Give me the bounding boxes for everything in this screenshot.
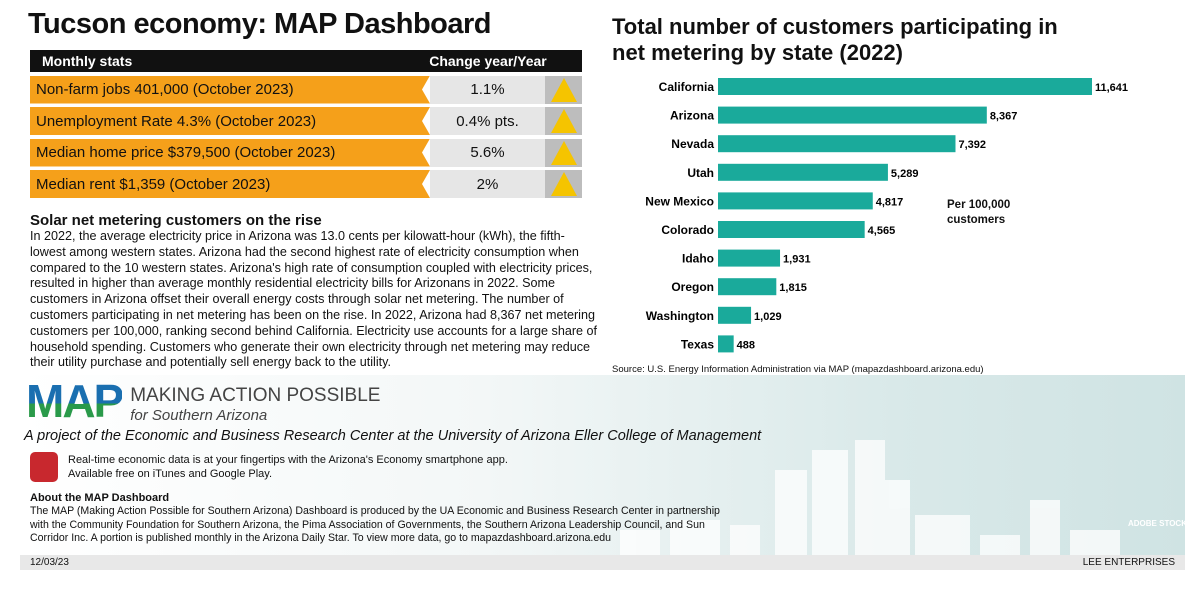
footer-date: 12/03/23 <box>30 557 69 568</box>
category-label: California <box>659 80 715 94</box>
map-logo: MAP MAKING ACTION POSSIBLE for Southern … <box>26 378 380 424</box>
category-label: New Mexico <box>645 194 714 208</box>
bar-idaho <box>718 249 781 267</box>
data-label: 1,029 <box>754 311 782 323</box>
monthly-stats-table: Monthly stats Change year/Year Non-farm … <box>30 50 582 198</box>
about-section: About the MAP Dashboard The MAP (Making … <box>30 492 730 545</box>
data-label: 5,289 <box>891 168 919 180</box>
logo-line2: for Southern Arizona <box>130 407 268 424</box>
about-heading: About the MAP Dashboard <box>30 492 170 504</box>
stat-label: Median rent $1,359 (October 2023) <box>30 170 430 198</box>
page-title: Tucson economy: MAP Dashboard <box>28 8 492 40</box>
app-icon <box>30 452 58 482</box>
app-line1: Real-time economic data is at your finge… <box>68 454 508 466</box>
about-body: The MAP (Making Action Possible for Sout… <box>30 505 720 544</box>
up-arrow-icon <box>545 107 582 135</box>
up-arrow-icon <box>545 170 582 198</box>
city-skyline-image <box>620 440 1120 555</box>
stat-label: Median home price $379,500 (October 2023… <box>30 138 430 167</box>
data-label: 1,815 <box>779 282 807 294</box>
stat-row: Unemployment Rate 4.3% (October 2023) 0.… <box>30 107 582 135</box>
data-label: 4,565 <box>868 225 896 237</box>
up-arrow-icon <box>545 138 582 167</box>
category-label: Texas <box>681 337 714 351</box>
app-promo: Real-time economic data is at your finge… <box>30 452 508 482</box>
table-header: Monthly stats Change year/Year <box>30 50 582 72</box>
bar-chart: California 11,641 Arizona 8,367 Nevada 7,392 U… <box>645 78 1128 353</box>
project-credit: A project of the Economic and Business R… <box>24 428 762 444</box>
category-label: Nevada <box>671 137 714 151</box>
bar-nevada <box>718 135 956 153</box>
bar-texas <box>718 335 734 353</box>
category-label: Oregon <box>671 280 714 294</box>
stat-row: Median rent $1,359 (October 2023) 2% <box>30 170 582 198</box>
app-line2: Available free on iTunes and Google Play… <box>68 468 273 480</box>
article-heading: Solar net metering customers on the rise <box>30 212 322 229</box>
stat-label: Non-farm jobs 401,000 (October 2023) <box>30 75 430 104</box>
bar-new-mexico <box>718 192 873 210</box>
category-label: Idaho <box>682 252 714 266</box>
bar-california <box>718 78 1092 95</box>
stat-label: Unemployment Rate 4.3% (October 2023) <box>30 107 430 135</box>
category-label: Utah <box>687 166 714 180</box>
logo-line1: MAKING ACTION POSSIBLE <box>130 385 381 406</box>
stat-change: 5.6% <box>430 138 545 167</box>
bar-washington <box>718 306 752 324</box>
bar-oregon <box>718 278 777 296</box>
footer-credit: LEE ENTERPRISES <box>1082 557 1175 568</box>
stat-change: 1.1% <box>430 75 545 104</box>
up-arrow-icon <box>545 75 582 104</box>
article: Solar net metering customers on the rise… <box>30 212 600 371</box>
bar-utah <box>718 163 888 181</box>
stat-change: 2% <box>430 170 545 198</box>
logo-mark: MAP <box>26 375 124 427</box>
article-body: In 2022, the average electricity price i… <box>30 229 598 370</box>
bar-arizona <box>718 106 987 124</box>
chart-title: Total number of customers participating … <box>612 14 1058 65</box>
stat-row: Non-farm jobs 401,000 (October 2023) 1.1… <box>30 75 582 104</box>
category-label: Colorado <box>661 223 714 237</box>
category-label: Washington <box>646 309 714 323</box>
data-label: 11,641 <box>1095 82 1128 94</box>
data-label: 8,367 <box>990 111 1018 123</box>
data-label: 4,817 <box>876 196 904 208</box>
footer-bar: 12/03/23 LEE ENTERPRISES <box>20 555 1185 570</box>
data-label: 7,392 <box>958 139 986 151</box>
photo-credit: ADOBE STOCK <box>1128 519 1187 528</box>
category-label: Arizona <box>670 109 714 123</box>
data-label: 488 <box>737 339 755 351</box>
header-monthly-stats: Monthly stats <box>42 53 133 69</box>
stat-change: 0.4% pts. <box>430 107 545 135</box>
data-label: 1,931 <box>783 254 811 266</box>
stat-row: Median home price $379,500 (October 2023… <box>30 138 582 167</box>
header-change: Change year/Year <box>429 53 547 69</box>
chart-source: Source: U.S. Energy Information Administ… <box>612 364 984 375</box>
chart-annotation: Per 100,000 customers <box>947 199 1011 226</box>
bar-colorado <box>718 221 865 238</box>
